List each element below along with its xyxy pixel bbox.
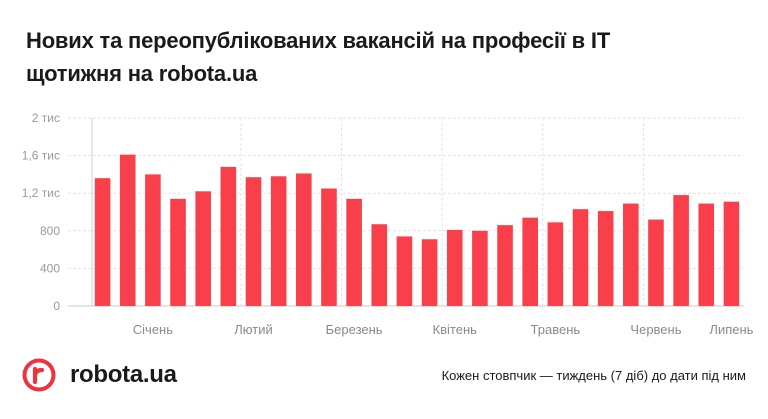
bars — [94, 154, 740, 306]
bar — [396, 236, 413, 306]
bar — [94, 178, 111, 306]
bar — [648, 219, 664, 306]
brand-logo: robota.ua — [22, 358, 177, 392]
y-tick-label: 1,2 тис — [22, 186, 60, 200]
y-axis-ticks: 0 400 800 1,2 тис 1,6 тис 2 тис — [22, 111, 61, 313]
bar — [522, 217, 538, 306]
bar — [119, 154, 136, 306]
bar — [421, 239, 438, 306]
robota-logo-icon — [22, 358, 56, 392]
chart-title: Нових та переопублікованих вакансій на п… — [26, 24, 746, 90]
bar — [597, 211, 614, 306]
bar — [623, 203, 639, 306]
month-label: Лютий — [234, 322, 272, 337]
chart-title-line-1: Нових та переопублікованих вакансій на п… — [26, 28, 611, 53]
bar — [145, 174, 161, 306]
bar — [321, 188, 337, 306]
bar — [446, 229, 463, 306]
bar — [673, 195, 689, 306]
bar — [195, 191, 211, 306]
month-label: Липень — [709, 322, 753, 337]
bar — [220, 166, 237, 306]
month-label: Березень — [326, 322, 383, 337]
y-tick-label: 800 — [40, 224, 60, 238]
month-dividers — [91, 118, 644, 306]
bar — [270, 176, 287, 306]
y-tick-label: 400 — [40, 261, 60, 275]
bar — [723, 201, 740, 306]
bar — [346, 198, 362, 306]
month-label: Квітень — [433, 322, 478, 337]
chart-title-line-2: щотижня на robota.ua — [26, 61, 258, 86]
bar — [472, 230, 488, 306]
bar — [572, 209, 589, 306]
month-label: Травень — [531, 322, 581, 337]
bar — [296, 173, 312, 306]
bar — [170, 198, 186, 306]
bar — [547, 222, 564, 306]
bar — [698, 203, 715, 306]
bar — [245, 177, 262, 306]
y-tick-label: 2 тис — [32, 111, 60, 125]
bar — [497, 225, 513, 306]
month-label: Червень — [630, 322, 681, 337]
chart-footnote: Кожен стовпчик — тиждень (7 діб) до дати… — [441, 368, 746, 383]
bar — [371, 224, 388, 306]
month-label: Січень — [133, 322, 173, 337]
y-tick-label: 0 — [53, 299, 60, 313]
brand-name: robota.ua — [70, 361, 177, 388]
month-labels: Січень Лютий Березень Квітень Травень Червень… — [133, 322, 754, 337]
y-tick-label: 1,6 тис — [22, 149, 60, 163]
